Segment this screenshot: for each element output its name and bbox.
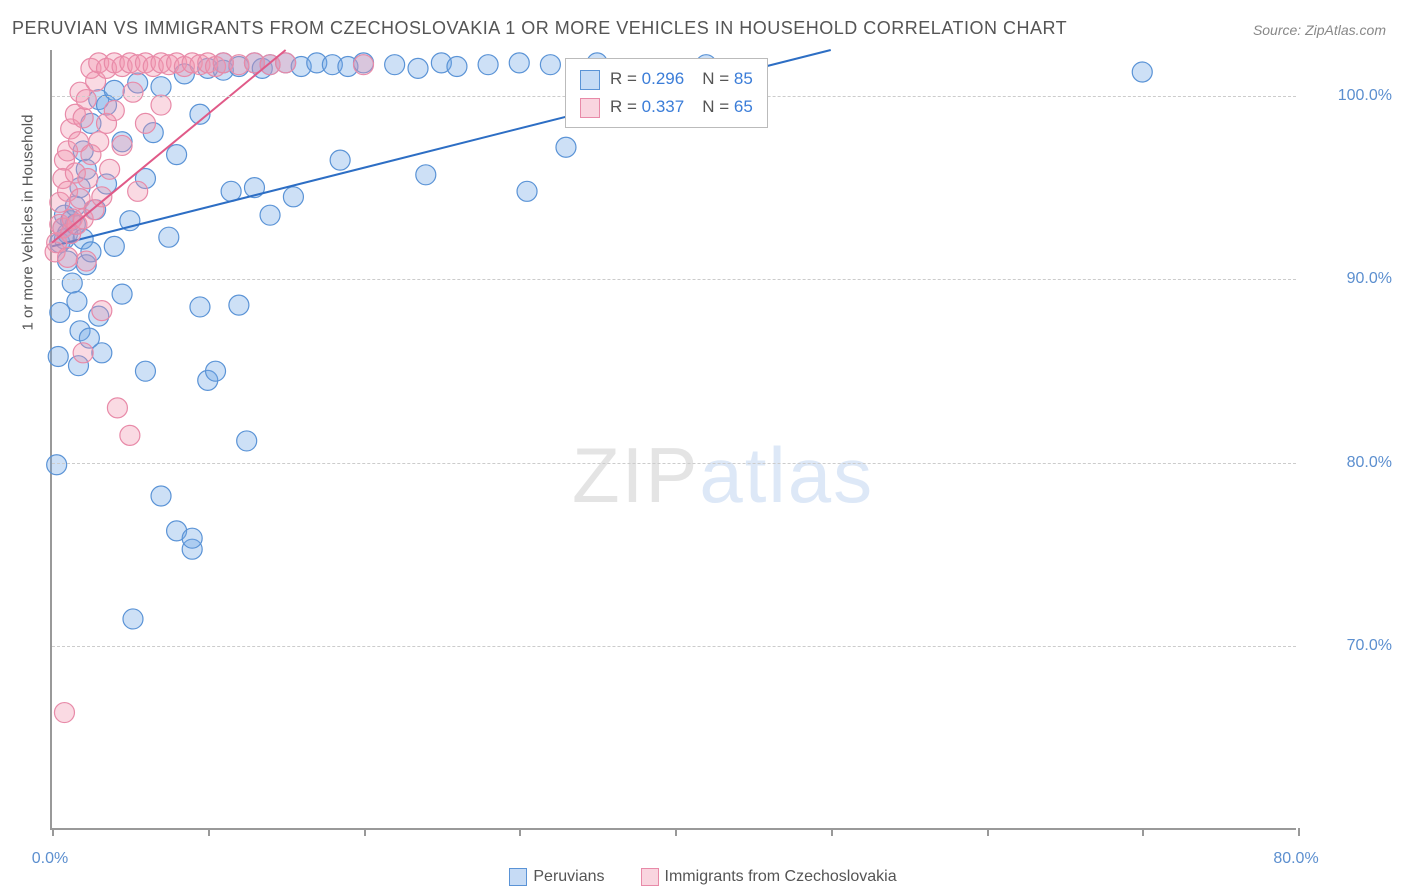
scatter-point: [73, 343, 93, 363]
x-tick-label: 0.0%: [32, 850, 68, 868]
scatter-point: [517, 181, 537, 201]
scatter-point: [540, 55, 560, 75]
bottom-legend: Peruvians Immigrants from Czechoslovakia: [0, 868, 1406, 886]
scatter-point: [1132, 62, 1152, 82]
x-tick: [1298, 828, 1300, 836]
scatter-point: [167, 145, 187, 165]
correlation-stats-box: R = 0.296 N = 85 R = 0.337 N = 65: [565, 58, 768, 128]
chart-title: PERUVIAN VS IMMIGRANTS FROM CZECHOSLOVAK…: [12, 18, 1067, 39]
series-swatch: [580, 98, 600, 118]
legend-swatch: [509, 868, 527, 886]
x-tick: [675, 828, 677, 836]
scatter-point: [120, 425, 140, 445]
x-tick: [1142, 828, 1144, 836]
y-tick-label: 80.0%: [1347, 454, 1392, 472]
scatter-point: [48, 346, 68, 366]
plot-area: ZIPatlas: [50, 50, 1296, 830]
gridline: [52, 463, 1296, 464]
scatter-point: [62, 273, 82, 293]
scatter-point: [54, 703, 74, 723]
scatter-point: [135, 361, 155, 381]
scatter-point: [104, 236, 124, 256]
legend-item: Immigrants from Czechoslovakia: [641, 868, 897, 885]
scatter-point: [151, 77, 171, 97]
stats-row: R = 0.337 N = 65: [580, 93, 753, 121]
x-tick: [987, 828, 989, 836]
scatter-point: [354, 55, 374, 75]
series-swatch: [580, 70, 600, 90]
legend-swatch: [641, 868, 659, 886]
scatter-point: [123, 82, 143, 102]
n-label: N =: [702, 97, 734, 116]
scatter-point: [135, 113, 155, 133]
scatter-point: [92, 343, 112, 363]
scatter-point: [73, 108, 93, 128]
scatter-point: [159, 227, 179, 247]
scatter-point: [408, 58, 428, 78]
y-axis-title: 1 or more Vehicles in Household: [20, 115, 37, 331]
gridline: [52, 646, 1296, 647]
gridline: [52, 279, 1296, 280]
x-tick: [519, 828, 521, 836]
r-label: R =: [610, 69, 642, 88]
scatter-point: [556, 137, 576, 157]
legend-item: Peruvians: [509, 868, 604, 885]
scatter-point: [330, 150, 350, 170]
scatter-point: [447, 57, 467, 77]
scatter-point: [128, 181, 148, 201]
scatter-point: [509, 53, 529, 73]
scatter-point: [104, 80, 124, 100]
scatter-point: [237, 431, 257, 451]
x-tick: [364, 828, 366, 836]
scatter-point: [92, 301, 112, 321]
x-tick: [208, 828, 210, 836]
scatter-point: [206, 361, 226, 381]
scatter-point: [478, 55, 498, 75]
y-tick-label: 70.0%: [1347, 637, 1392, 655]
scatter-point: [190, 297, 210, 317]
scatter-svg: [52, 50, 1296, 828]
r-label: R =: [610, 97, 642, 116]
n-label: N =: [702, 69, 734, 88]
scatter-point: [260, 205, 280, 225]
scatter-point: [112, 135, 132, 155]
n-value: 85: [734, 69, 753, 88]
scatter-point: [67, 291, 87, 311]
scatter-point: [107, 398, 127, 418]
scatter-point: [182, 528, 202, 548]
scatter-point: [76, 90, 96, 110]
scatter-point: [283, 187, 303, 207]
scatter-point: [416, 165, 436, 185]
scatter-point: [151, 95, 171, 115]
scatter-point: [123, 609, 143, 629]
y-tick-label: 90.0%: [1347, 270, 1392, 288]
x-tick-label: 80.0%: [1273, 850, 1318, 868]
y-tick-label: 100.0%: [1338, 87, 1392, 105]
n-value: 65: [734, 97, 753, 116]
legend-label: Peruvians: [533, 868, 604, 885]
scatter-point: [47, 455, 67, 475]
x-tick: [52, 828, 54, 836]
r-value: 0.296: [642, 69, 685, 88]
scatter-point: [229, 295, 249, 315]
scatter-point: [50, 302, 70, 322]
scatter-point: [100, 159, 120, 179]
scatter-point: [221, 181, 241, 201]
source-label: Source: ZipAtlas.com: [1253, 22, 1386, 38]
scatter-point: [89, 132, 109, 152]
scatter-point: [78, 168, 98, 188]
r-value: 0.337: [642, 97, 685, 116]
x-tick: [831, 828, 833, 836]
scatter-point: [385, 55, 405, 75]
stats-row: R = 0.296 N = 85: [580, 65, 753, 93]
scatter-point: [112, 284, 132, 304]
scatter-point: [58, 247, 78, 267]
scatter-point: [76, 251, 96, 271]
scatter-point: [104, 101, 124, 121]
scatter-point: [151, 486, 171, 506]
legend-label: Immigrants from Czechoslovakia: [665, 868, 897, 885]
